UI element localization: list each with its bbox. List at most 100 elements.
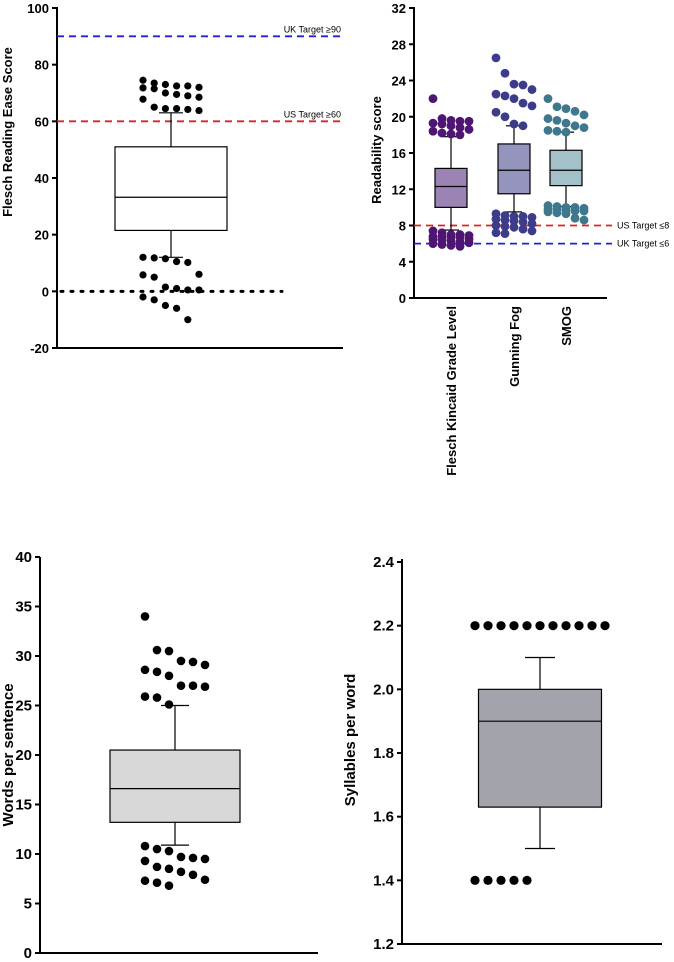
y-tick-label: 30: [15, 648, 32, 665]
y-tick-label: 1.2: [373, 936, 394, 953]
outlier-point: [139, 95, 147, 103]
y-tick-label: 5: [24, 896, 32, 913]
outlier-point: [527, 226, 537, 236]
outlier-point: [579, 110, 589, 120]
box-plot: [114, 76, 228, 324]
y-tick-label: 20: [35, 228, 49, 243]
outlier-point: [173, 104, 181, 113]
outlier-point: [188, 870, 198, 880]
outlier-point: [500, 91, 510, 101]
outlier-point: [543, 125, 553, 135]
outlier-point: [491, 214, 501, 224]
outlier-point: [184, 82, 192, 90]
outlier-point: [446, 241, 456, 250]
outlier-point: [518, 98, 528, 108]
outlier-point: [574, 621, 584, 631]
outlier-point: [570, 121, 580, 131]
outlier-point: [428, 118, 438, 128]
outlier-point: [152, 878, 162, 888]
outlier-point: [152, 645, 162, 655]
outlier-point: [491, 221, 501, 230]
outlier-point: [161, 301, 169, 310]
category-label: Gunning Fog: [507, 306, 522, 387]
outlier-point: [140, 876, 150, 886]
outlier-point: [483, 621, 493, 631]
outlier-point: [509, 222, 519, 232]
y-tick-label: 16: [392, 146, 406, 161]
box-iqr: [549, 149, 583, 187]
panel-syllables-per-word: 1.2 1.4 1.6 1.8 2.0 2.2 2.4 Syllables per word: [342, 554, 662, 953]
outlier-point: [188, 853, 198, 863]
outlier-point: [161, 104, 169, 113]
outlier-point: [195, 106, 203, 115]
outlier-point: [428, 94, 438, 104]
outlier-point: [195, 286, 203, 294]
outlier-point: [527, 85, 537, 94]
outlier-point: [173, 304, 181, 312]
outlier-point: [176, 852, 186, 862]
outlier-point: [200, 854, 210, 864]
outlier-point: [184, 316, 192, 324]
y-tick-label: 60: [35, 114, 49, 129]
outlier-point: [464, 125, 474, 134]
panel-words-per-sentence: 0 5 10 15 20 25 30 35 40 Words per sentence: [0, 549, 318, 962]
outlier-point: [437, 128, 447, 138]
outlier-point: [464, 116, 474, 126]
outlier-point: [548, 621, 558, 631]
outlier-point: [152, 667, 162, 677]
outlier-point: [483, 875, 493, 885]
y-tick-label: 15: [15, 797, 32, 814]
outlier-point: [139, 271, 147, 279]
outlier-point: [455, 241, 465, 251]
box-iqr: [477, 688, 603, 808]
outlier-point: [200, 660, 210, 670]
box-plot: [470, 621, 610, 885]
category-label: SMOG: [559, 306, 574, 346]
reference-line-label: UK Target ≤6: [617, 239, 669, 249]
outlier-point: [173, 257, 181, 266]
outlier-point: [150, 85, 158, 93]
outlier-point: [491, 89, 501, 99]
outlier-point: [200, 682, 210, 691]
y-tick-label: 8: [399, 219, 406, 234]
outlier-point: [173, 90, 181, 99]
outlier-point: [140, 692, 150, 701]
outlier-point: [173, 284, 181, 293]
box-plot: [543, 94, 589, 225]
outlier-point: [139, 253, 147, 261]
y-tick-label: 24: [392, 74, 407, 89]
outlier-point: [518, 217, 528, 227]
y-tick-label: 2.0: [373, 681, 394, 698]
outlier-point: [195, 83, 203, 91]
outlier-point: [164, 646, 174, 656]
outlier-point: [500, 68, 510, 78]
outlier-point: [509, 621, 519, 631]
outlier-point: [561, 621, 571, 631]
outlier-point: [140, 665, 150, 675]
outlier-point: [570, 206, 580, 216]
y-axis-label: Words per sentence: [0, 683, 17, 826]
outlier-point: [161, 255, 169, 263]
outlier-point: [509, 875, 519, 885]
y-tick-label: 35: [15, 599, 32, 616]
outlier-point: [195, 93, 203, 101]
box-plot: [109, 612, 241, 890]
outlier-point: [600, 621, 610, 631]
outlier-point: [543, 114, 553, 123]
box-iqr: [497, 143, 531, 195]
outlier-point: [150, 254, 158, 262]
panel-flesch-reading-ease: -20 0 20 40 60 80 100 UK Target ≥90 US Target ≥…: [0, 1, 343, 356]
outlier-point: [150, 103, 158, 111]
outlier-point: [491, 107, 501, 117]
outlier-point: [428, 126, 438, 136]
y-tick-label: 1.4: [373, 872, 395, 889]
outlier-point: [579, 123, 589, 133]
outlier-point: [579, 215, 589, 225]
outlier-point: [552, 126, 562, 136]
panel-readability-scores: 0 4 8 12 16 20 24 28 32 US Target ≤8 UK Target ≤6…: [369, 1, 669, 476]
outlier-point: [522, 875, 532, 885]
outlier-point: [543, 207, 553, 217]
outlier-point: [152, 862, 162, 872]
y-tick-label: 25: [15, 698, 32, 715]
outlier-point: [164, 846, 174, 856]
